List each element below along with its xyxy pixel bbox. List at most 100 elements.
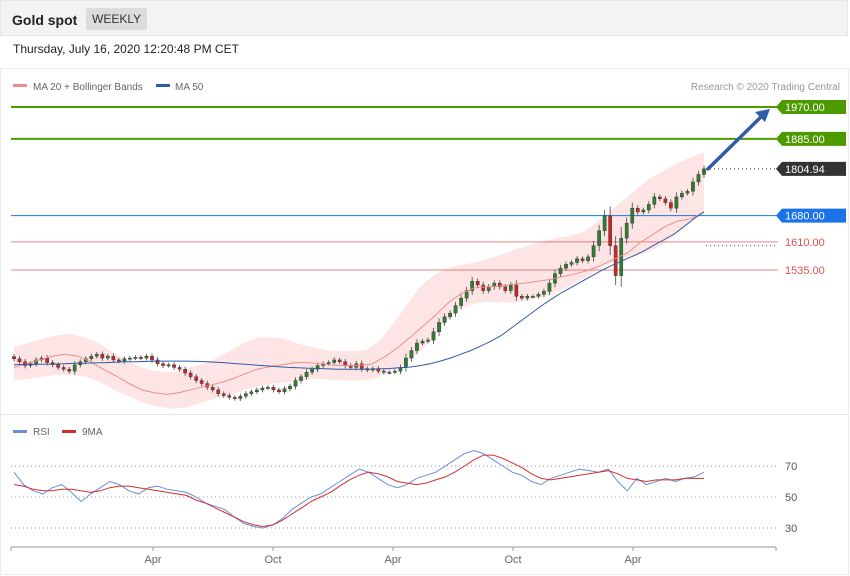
candle-body xyxy=(531,296,535,298)
panel-divider xyxy=(0,414,849,415)
moving-averages xyxy=(13,211,705,395)
candle-body xyxy=(72,364,77,372)
rsi-tick-label: 70 xyxy=(785,461,797,473)
price-levels xyxy=(11,106,778,271)
ma20-legend-swatch xyxy=(13,84,27,87)
candle-body xyxy=(580,258,585,261)
candle-body xyxy=(702,168,706,175)
timeframe-badge[interactable]: WEEKLY xyxy=(86,8,148,30)
candle-body xyxy=(646,204,651,211)
candle-body xyxy=(122,358,127,362)
candle-body xyxy=(216,389,221,394)
candle-body xyxy=(111,355,116,361)
candle-body xyxy=(188,372,193,377)
rsi-ma-legend-swatch xyxy=(62,430,76,433)
candle-body xyxy=(221,393,226,396)
candle-body xyxy=(326,362,331,364)
candle-body xyxy=(293,380,298,387)
candle-body xyxy=(166,364,171,367)
candle-body xyxy=(641,209,646,213)
candle-body xyxy=(663,198,668,203)
candle-body xyxy=(426,339,430,342)
candle-body xyxy=(155,359,160,364)
rsi-line xyxy=(13,449,705,529)
candle-body xyxy=(409,350,414,359)
candle-body xyxy=(608,215,613,246)
candle-body xyxy=(680,192,684,198)
candle-body xyxy=(564,264,568,269)
candle-body xyxy=(67,369,72,372)
candle-body xyxy=(144,355,149,359)
chart-header: Gold spot WEEKLY xyxy=(0,0,848,36)
resistance-1-label-box xyxy=(776,131,846,146)
candle-body xyxy=(597,230,601,246)
timestamp: Thursday, July 16, 2020 12:20:48 PM CET xyxy=(13,42,239,56)
candle-body xyxy=(304,372,309,377)
candle-body xyxy=(12,356,16,360)
candle-body xyxy=(105,355,110,359)
candle-body xyxy=(381,370,386,373)
arrow-shaft xyxy=(706,112,766,171)
candle-body xyxy=(453,305,458,314)
candle-body xyxy=(150,355,154,361)
candle-body xyxy=(404,357,408,368)
candle-body xyxy=(249,391,254,394)
candle-body xyxy=(255,389,259,392)
candle-body xyxy=(519,296,524,299)
target-arrow xyxy=(706,109,770,171)
rsi-legend-swatch xyxy=(13,430,27,433)
candle-body xyxy=(624,222,629,239)
rsi-tick-label: 30 xyxy=(785,523,797,535)
rsi-tick-label: 50 xyxy=(785,492,797,504)
candle-body xyxy=(442,316,447,323)
ma20-legend-label: MA 20 + Bollinger Bands xyxy=(33,82,143,93)
candle-body xyxy=(613,245,618,276)
candle-body xyxy=(652,196,657,205)
x-tick-label: Oct xyxy=(264,554,281,566)
x-tick-label: Apr xyxy=(624,554,641,566)
candle-body xyxy=(161,363,165,366)
x-tick-label: Apr xyxy=(384,554,401,566)
candle-body xyxy=(194,376,199,381)
candle-body xyxy=(343,361,348,366)
support-2-label: 1535.00 xyxy=(785,265,825,277)
candle-body xyxy=(691,181,695,192)
candle-body xyxy=(45,357,49,363)
rsi-legend-label: RSI xyxy=(33,427,50,438)
candle-body xyxy=(277,389,281,392)
research-credit: Research © 2020 Trading Central xyxy=(691,82,840,93)
candle-body xyxy=(299,376,303,381)
candle-body xyxy=(310,369,314,373)
candle-body xyxy=(437,322,441,333)
candle-body xyxy=(315,365,320,370)
bollinger-bands xyxy=(14,152,704,409)
candle-body xyxy=(183,369,187,374)
candle-body xyxy=(238,396,243,399)
candlesticks xyxy=(12,165,706,401)
candle-body xyxy=(696,174,701,183)
candle-body xyxy=(630,207,635,224)
last-price-label: 1804.94 xyxy=(785,164,825,176)
candle-body xyxy=(199,380,204,384)
candle-body xyxy=(420,340,425,344)
candle-body xyxy=(117,359,121,362)
candle-body xyxy=(17,358,22,363)
candle-body xyxy=(133,357,138,359)
candle-body xyxy=(486,286,491,291)
candle-body xyxy=(475,281,480,286)
candle-body xyxy=(591,245,596,258)
candle-body xyxy=(525,296,530,299)
candle-body xyxy=(282,388,287,392)
candle-body xyxy=(657,196,662,200)
candle-body xyxy=(415,342,419,351)
resistance-2-label: 1970.00 xyxy=(785,102,825,114)
last-price-label-box xyxy=(776,161,846,176)
candle-body xyxy=(448,312,452,318)
candle-body xyxy=(271,387,276,391)
candle-body xyxy=(232,397,237,399)
ma50-legend-label: MA 50 xyxy=(175,82,204,93)
x-tick-label: Apr xyxy=(144,554,161,566)
resistance-1-label: 1885.00 xyxy=(785,134,825,146)
